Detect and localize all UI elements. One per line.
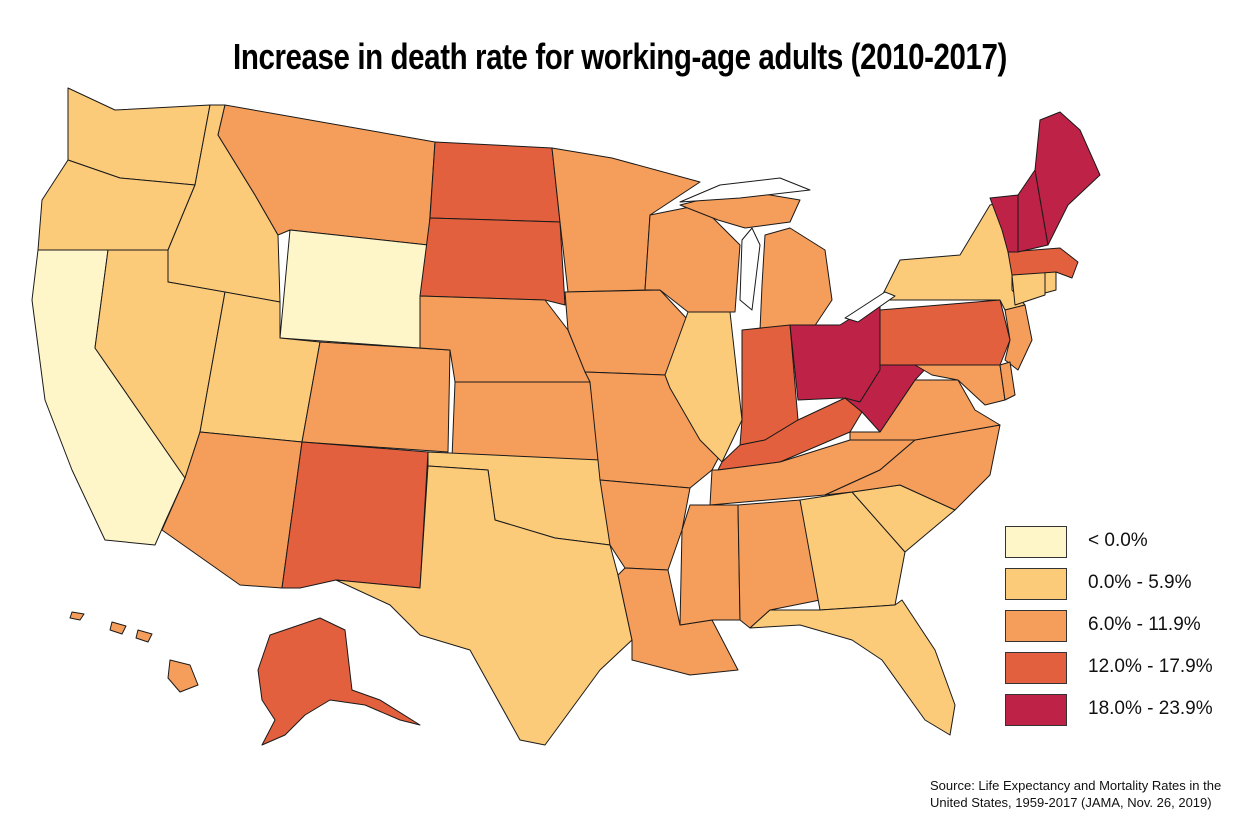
legend-item: 12.0% - 17.9% [1005,652,1220,686]
state-HI-4[interactable] [69,611,85,621]
state-CO[interactable] [301,341,451,453]
state-LA[interactable] [617,567,739,676]
state-KS[interactable] [451,381,601,461]
state-HI-3[interactable] [109,621,127,635]
state-MS[interactable] [679,504,741,626]
state-NC[interactable] [824,424,1001,511]
legend-swatch [1005,694,1067,726]
source-note: Source: Life Expectancy and Mortality Ra… [930,778,1222,810]
state-AK[interactable] [257,617,421,746]
legend-label: < 0.0% [1088,530,1148,551]
legend-item: 6.0% - 11.9% [1005,610,1220,644]
state-ND[interactable] [429,141,561,223]
legend-label: 18.0% - 23.9% [1088,698,1213,719]
legend-swatch [1005,568,1067,600]
lake-michigan [739,227,761,311]
state-PA[interactable] [879,299,1011,366]
state-IL[interactable] [664,311,743,463]
legend-item: 0.0% - 5.9% [1005,568,1220,602]
legend-item: 18.0% - 23.9% [1005,694,1220,728]
state-KY[interactable] [717,397,863,471]
legend-swatch [1005,610,1067,642]
state-TX[interactable] [335,465,633,746]
state-SD[interactable] [419,217,566,306]
lake-superior [679,177,811,203]
state-MI[interactable] [759,227,833,331]
state-WY[interactable] [279,229,429,349]
legend-label: 0.0% - 5.9% [1088,572,1192,593]
lake-erie [844,291,896,323]
legend-swatch [1005,652,1067,684]
state-VT[interactable] [989,194,1019,253]
legend: < 0.0% 0.0% - 5.9% 6.0% - 11.9% 12.0% - 17.… [1005,526,1220,736]
state-ME[interactable] [1034,111,1101,246]
state-RI[interactable] [1044,271,1057,294]
state-HI-2[interactable] [135,629,153,643]
state-DE[interactable] [999,361,1016,401]
state-NM[interactable] [281,441,429,589]
legend-label: 12.0% - 17.9% [1088,656,1213,677]
state-MA[interactable] [1007,247,1079,279]
state-FL[interactable] [749,599,956,736]
state-HI[interactable] [167,659,199,693]
state-CT[interactable] [1011,271,1046,306]
state-NJ[interactable] [1004,304,1033,371]
legend-item: < 0.0% [1005,526,1220,560]
legend-label: 6.0% - 11.9% [1088,614,1201,635]
legend-swatch [1005,526,1067,558]
map-title: Increase in death rate for working-age a… [233,36,1007,77]
